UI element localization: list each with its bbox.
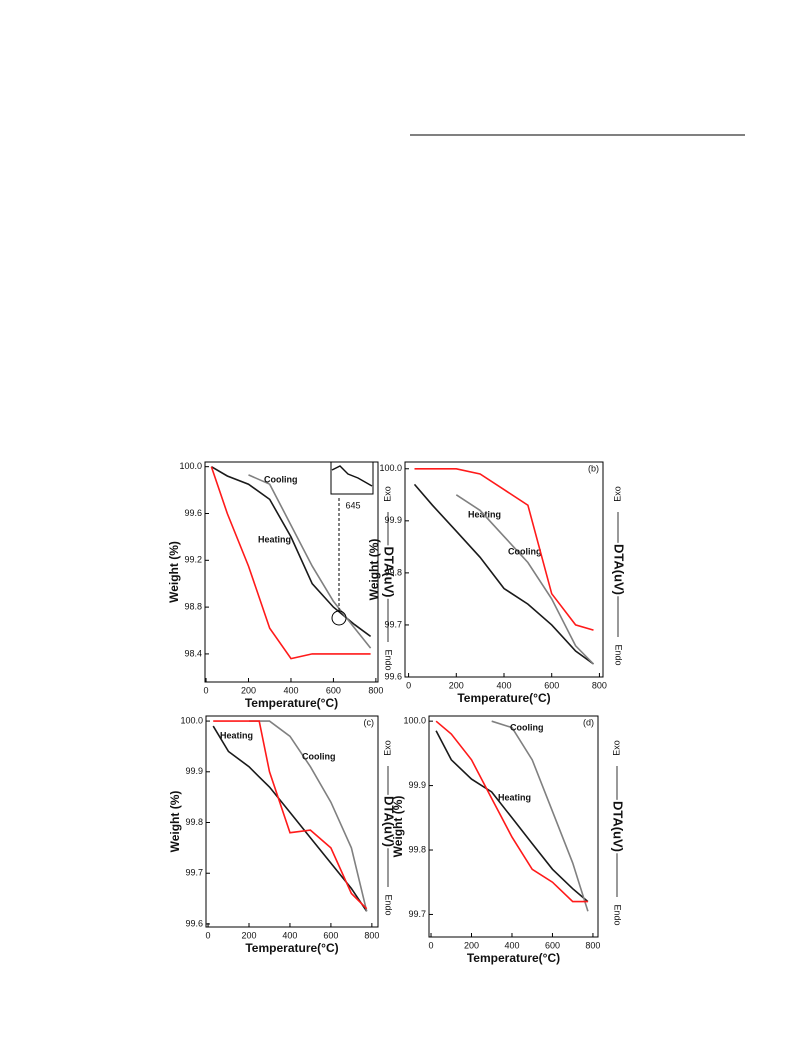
- exo-label: Exo: [611, 740, 621, 756]
- series-label: Cooling: [508, 546, 542, 556]
- x-axis-title: Temperature(°C): [467, 951, 560, 965]
- x-tick-label: 0: [429, 940, 434, 950]
- x-tick-label: 0: [206, 930, 211, 940]
- exo-label: Exo: [382, 486, 392, 502]
- y-tick-label: 99.6: [185, 918, 203, 928]
- x-tick-label: 800: [364, 930, 379, 940]
- y-axis-title: Weight (%): [391, 796, 405, 858]
- panel-label: (b): [588, 463, 599, 473]
- plot-frame: [204, 461, 379, 683]
- y-tick-label: 99.8: [384, 567, 402, 577]
- dta-label: DTA(uV): [612, 544, 627, 595]
- series-line: [435, 720, 588, 903]
- panel-label: (c): [364, 717, 375, 727]
- x-tick-label: 600: [545, 940, 560, 950]
- series-line: [213, 720, 368, 910]
- plot-frame: [428, 715, 599, 938]
- x-tick-label: 600: [326, 685, 341, 695]
- series-line: [455, 494, 595, 665]
- x-tick-label: 400: [496, 680, 511, 690]
- series-line: [491, 720, 589, 912]
- x-tick-label: 800: [585, 940, 600, 950]
- panel-label: (d): [583, 717, 594, 727]
- series-label: Heating: [220, 730, 253, 740]
- x-axis-title: Temperature(°C): [457, 691, 550, 705]
- x-tick-label: 400: [282, 930, 297, 940]
- y-tick-label: 99.7: [408, 909, 426, 919]
- y-tick-label: 98.8: [184, 601, 202, 611]
- x-tick-label: 200: [464, 940, 479, 950]
- y-tick-label: 99.9: [185, 766, 203, 776]
- x-tick-label: 600: [323, 930, 338, 940]
- dta-label: DTA(uV): [382, 796, 397, 847]
- dta-label: DTA(uV): [382, 546, 397, 597]
- y-tick-label: 100.0: [403, 716, 426, 726]
- endo-label: Endo: [613, 904, 623, 925]
- y-tick-label: 100.0: [180, 715, 203, 725]
- series-label: Cooling: [510, 722, 544, 732]
- inset-curve: [331, 465, 373, 487]
- exo-label: Exo: [612, 486, 622, 502]
- endo-label: Endo: [384, 894, 394, 915]
- series-label: Cooling: [302, 751, 336, 761]
- x-tick-label: 800: [592, 680, 607, 690]
- x-tick-label: 0: [406, 680, 411, 690]
- y-axis-title: Weight (%): [367, 539, 381, 601]
- series-line: [248, 474, 372, 649]
- series-label: Heating: [258, 534, 291, 544]
- y-tick-label: 99.2: [184, 555, 202, 565]
- series-line: [414, 468, 594, 631]
- x-tick-label: 200: [241, 930, 256, 940]
- series-line: [212, 725, 368, 912]
- series-line: [210, 466, 371, 660]
- series-label: Heating: [498, 792, 531, 802]
- x-tick-label: 400: [283, 685, 298, 695]
- endo-label: Endo: [614, 644, 624, 665]
- y-axis-title: Weight (%): [168, 791, 182, 853]
- y-tick-label: 99.9: [408, 780, 426, 790]
- x-tick-label: 600: [544, 680, 559, 690]
- y-tick-label: 99.6: [184, 508, 202, 518]
- dta-label: DTA(uV): [611, 801, 626, 852]
- y-tick-label: 99.8: [185, 817, 203, 827]
- plot-frame: [205, 715, 379, 928]
- x-tick-label: 0: [204, 685, 209, 695]
- x-axis-title: Temperature(°C): [245, 941, 338, 955]
- y-axis-title: Weight (%): [167, 541, 181, 603]
- series-line: [249, 720, 368, 912]
- series-line: [435, 730, 589, 903]
- x-tick-label: 800: [368, 685, 383, 695]
- y-tick-label: 99.7: [185, 868, 203, 878]
- y-tick-label: 98.4: [184, 648, 202, 658]
- y-tick-label: 100.0: [179, 461, 202, 471]
- exo-label: Exo: [382, 740, 392, 756]
- x-tick-label: 400: [504, 940, 519, 950]
- series-label: Cooling: [264, 474, 298, 484]
- y-tick-label: 99.7: [384, 619, 402, 629]
- series-line: [413, 483, 594, 665]
- inset-label: 645: [345, 500, 360, 510]
- y-tick-label: 99.8: [408, 844, 426, 854]
- endo-label: Endo: [384, 649, 394, 670]
- y-tick-label: 99.6: [384, 671, 402, 681]
- x-axis-title: Temperature(°C): [245, 696, 338, 710]
- x-tick-label: 200: [449, 680, 464, 690]
- x-tick-label: 200: [241, 685, 256, 695]
- y-tick-label: 100.0: [379, 463, 402, 473]
- y-tick-label: 99.9: [384, 515, 402, 525]
